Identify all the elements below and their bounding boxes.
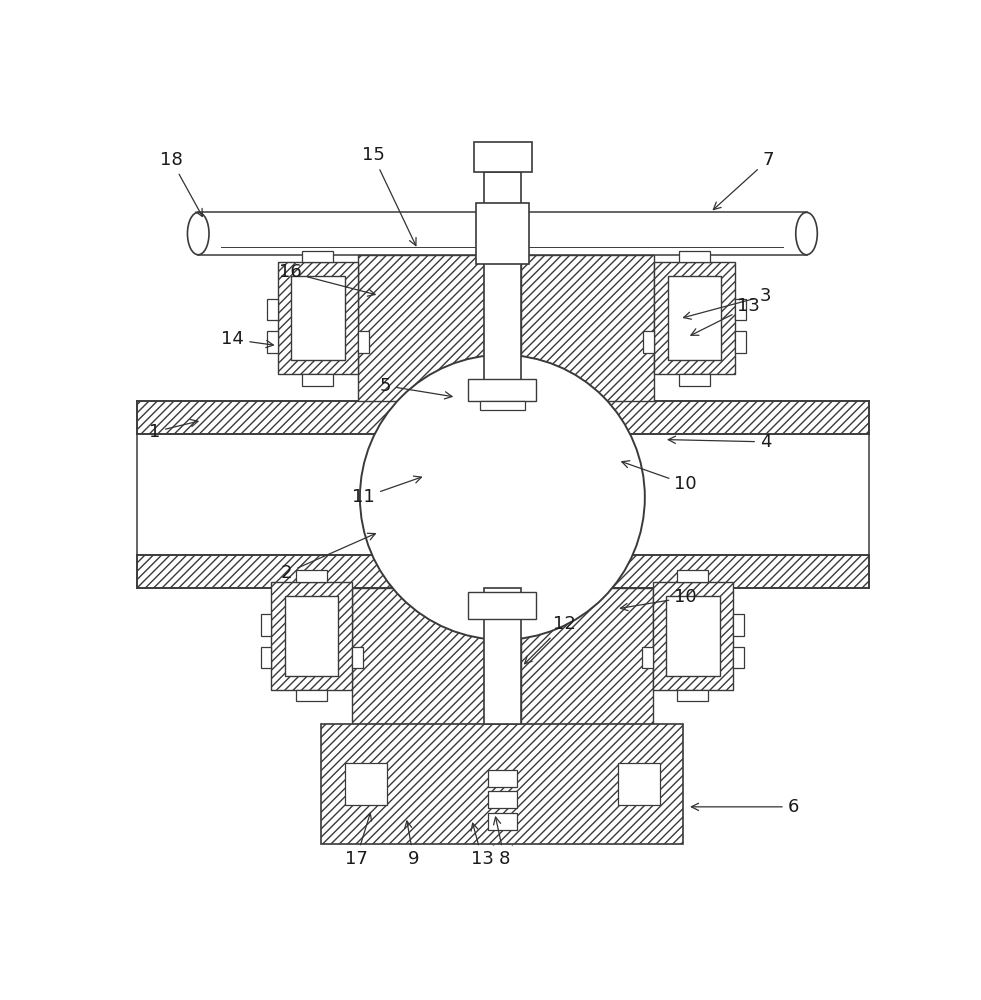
Text: 8: 8 [493, 817, 510, 868]
Bar [488, 791, 517, 808]
Bar [735, 299, 746, 320]
Bar [296, 570, 327, 582]
Bar [734, 614, 745, 636]
Bar [352, 647, 363, 668]
Bar [261, 614, 272, 636]
Bar [469, 592, 537, 619]
Bar [679, 251, 709, 262]
Bar [488, 770, 517, 787]
Bar [488, 813, 517, 830]
Text: 17: 17 [344, 813, 372, 868]
Bar [136, 555, 869, 588]
Bar [302, 251, 333, 262]
Ellipse shape [187, 212, 209, 255]
Bar [302, 374, 333, 386]
Bar [521, 255, 654, 401]
Text: 10: 10 [620, 588, 697, 611]
Text: 2: 2 [281, 533, 376, 582]
Text: 12: 12 [525, 615, 576, 664]
Text: 14: 14 [222, 330, 274, 348]
Text: 16: 16 [280, 263, 375, 296]
Text: 3: 3 [684, 287, 771, 319]
Text: 13: 13 [471, 823, 493, 868]
Bar [668, 276, 721, 360]
Text: 10: 10 [622, 461, 697, 493]
Bar [278, 262, 358, 374]
Text: 7: 7 [713, 151, 774, 210]
Bar [136, 401, 869, 434]
Text: 1: 1 [149, 419, 198, 441]
Ellipse shape [796, 212, 817, 255]
Text: 9: 9 [404, 821, 420, 868]
Bar [261, 647, 272, 668]
Bar [136, 434, 869, 555]
Bar [344, 763, 387, 805]
Bar [644, 331, 654, 353]
Bar [484, 588, 521, 724]
Bar [677, 690, 708, 701]
Bar [735, 331, 746, 353]
Text: 11: 11 [352, 476, 422, 506]
Bar [677, 570, 708, 582]
Bar [267, 331, 278, 353]
Bar [642, 647, 652, 668]
Bar [474, 142, 532, 172]
Text: 15: 15 [362, 146, 416, 246]
Bar [358, 331, 369, 353]
Text: 18: 18 [160, 151, 202, 216]
Bar [267, 299, 278, 320]
Bar [521, 588, 652, 724]
Bar [272, 582, 352, 690]
Text: 4: 4 [668, 433, 771, 451]
Text: 13: 13 [691, 297, 760, 335]
Bar [469, 379, 537, 401]
Bar [291, 276, 344, 360]
Bar [352, 588, 484, 724]
Bar [285, 596, 338, 676]
Text: 6: 6 [692, 798, 800, 816]
Bar [476, 203, 529, 264]
Bar [654, 262, 735, 374]
Bar [734, 647, 745, 668]
Bar [618, 763, 660, 805]
Bar [666, 596, 719, 676]
Bar [652, 582, 734, 690]
Bar [322, 724, 684, 844]
Text: 5: 5 [380, 377, 452, 399]
Bar [480, 401, 525, 410]
Bar [484, 172, 521, 401]
Bar [358, 255, 484, 401]
Circle shape [360, 355, 645, 640]
Bar [679, 374, 709, 386]
Bar [296, 690, 327, 701]
